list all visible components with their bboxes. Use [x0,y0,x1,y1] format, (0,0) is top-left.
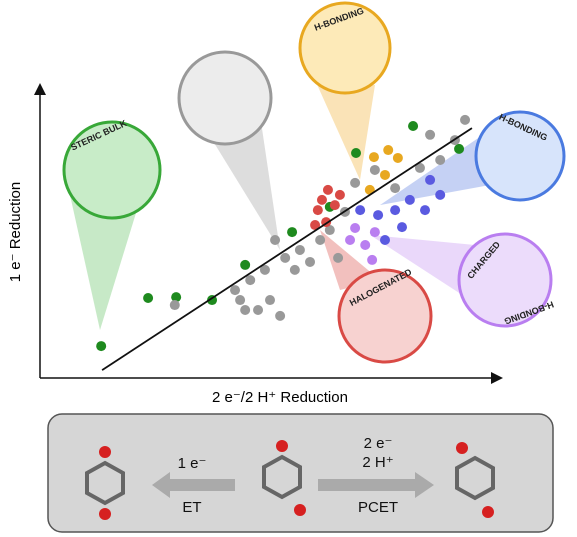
point [295,245,305,255]
point [370,165,380,175]
point [275,311,285,321]
point [253,305,263,315]
point [323,185,333,195]
point [333,253,343,263]
point [350,178,360,188]
scheme-label: ET [182,499,201,516]
point [240,305,250,315]
point [240,260,250,270]
point [355,205,365,215]
point [408,121,418,131]
scheme-label: 2 H⁺ [362,454,393,471]
point [345,235,355,245]
point [317,195,327,205]
x-axis-label: 2 e⁻/2 H⁺ Reduction [212,389,348,406]
point [287,227,297,237]
point [351,148,361,158]
y-axis-label: 1 e⁻ Reduction [7,182,24,282]
point [170,300,180,310]
point [397,222,407,232]
point [405,195,415,205]
point [425,130,435,140]
point [230,285,240,295]
point [330,200,340,210]
point [373,210,383,220]
scheme: 1 e⁻ ET 2 e⁻ 2 H⁺ PCET [48,414,553,532]
scheme-label: 2 e⁻ [364,435,393,452]
point [96,341,106,351]
point [350,223,360,233]
point [315,235,325,245]
point [435,155,445,165]
point [435,190,445,200]
point [245,275,255,285]
point [420,205,430,215]
point [290,265,300,275]
figure: STERIC BULK H-BONDING H-BONDING HALOGENA… [0,0,577,537]
point [380,235,390,245]
point [335,190,345,200]
point [360,240,370,250]
point [369,152,379,162]
point [370,227,380,237]
point [305,257,315,267]
scheme-label: PCET [358,499,398,516]
point [270,235,280,245]
scheme-label: 1 e⁻ [178,455,207,472]
point [235,295,245,305]
point [313,205,323,215]
point [393,153,403,163]
point [390,183,400,193]
point [367,255,377,265]
point [280,253,290,263]
point [454,144,464,154]
balloons [64,3,564,362]
point [383,145,393,155]
point [425,175,435,185]
point [380,170,390,180]
point [143,293,153,303]
point [460,115,470,125]
point [390,205,400,215]
point [265,295,275,305]
